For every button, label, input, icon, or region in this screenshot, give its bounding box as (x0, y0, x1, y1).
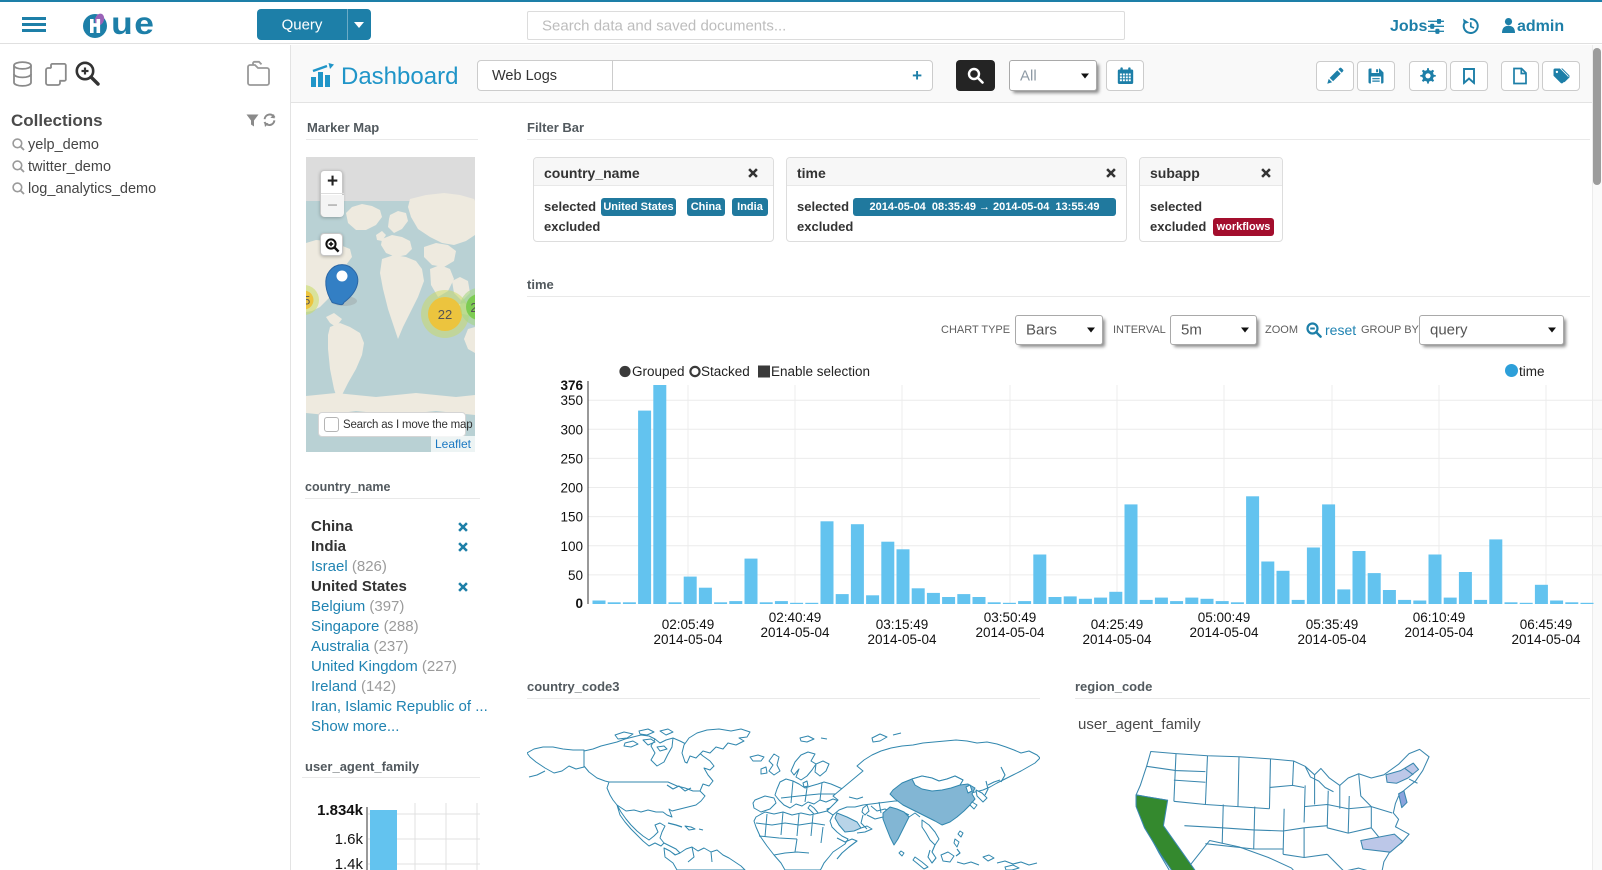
svg-text:2014-05-04: 2014-05-04 (653, 632, 723, 647)
svg-text:300: 300 (560, 422, 583, 437)
svg-text:2: 2 (470, 300, 475, 315)
svg-text:5: 5 (306, 294, 311, 308)
svg-text:06:45:49: 06:45:49 (1520, 617, 1573, 632)
svg-text:03:15:49: 03:15:49 (876, 617, 929, 632)
svg-text:2014-05-04: 2014-05-04 (1082, 632, 1152, 647)
svg-text:04:25:49: 04:25:49 (1091, 617, 1144, 632)
svg-text:1.6k: 1.6k (335, 831, 364, 848)
svg-text:02:05:49: 02:05:49 (662, 617, 715, 632)
svg-text:50: 50 (568, 568, 583, 583)
svg-text:2014-05-04: 2014-05-04 (975, 625, 1045, 640)
svg-text:ue: ue (111, 13, 155, 39)
svg-text:2014-05-04: 2014-05-04 (1189, 625, 1259, 640)
svg-text:150: 150 (560, 510, 583, 525)
svg-text:2014-05-04: 2014-05-04 (760, 625, 830, 640)
svg-text:0: 0 (575, 596, 583, 611)
svg-text:350: 350 (560, 393, 583, 408)
svg-text:22: 22 (438, 307, 452, 322)
svg-text:2014-05-04: 2014-05-04 (1404, 625, 1474, 640)
svg-text:250: 250 (560, 451, 583, 466)
svg-text:200: 200 (560, 481, 583, 496)
svg-text:376: 376 (560, 378, 583, 393)
svg-text:03:50:49: 03:50:49 (984, 610, 1037, 625)
svg-text:1.4k: 1.4k (335, 856, 364, 870)
svg-text:2014-05-04: 2014-05-04 (1297, 632, 1367, 647)
svg-text:2014-05-04: 2014-05-04 (867, 632, 937, 647)
svg-text:1.834k: 1.834k (317, 802, 364, 819)
svg-text:2014-05-04: 2014-05-04 (1511, 632, 1581, 647)
svg-text:06:10:49: 06:10:49 (1413, 610, 1466, 625)
svg-text:100: 100 (560, 539, 583, 554)
svg-text:05:00:49: 05:00:49 (1198, 610, 1251, 625)
svg-text:02:40:49: 02:40:49 (769, 610, 822, 625)
svg-text:05:35:49: 05:35:49 (1306, 617, 1359, 632)
